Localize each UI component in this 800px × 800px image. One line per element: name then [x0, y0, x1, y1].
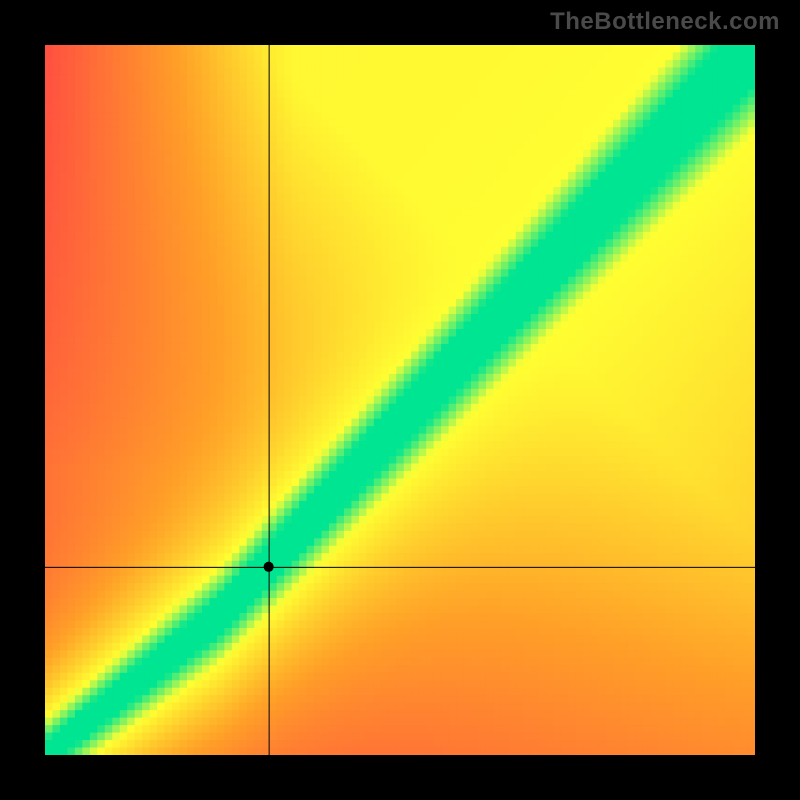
heatmap-canvas: [45, 45, 755, 755]
watermark-text: TheBottleneck.com: [550, 8, 780, 36]
heatmap-plot: [45, 45, 755, 755]
chart-container: TheBottleneck.com: [0, 0, 800, 800]
